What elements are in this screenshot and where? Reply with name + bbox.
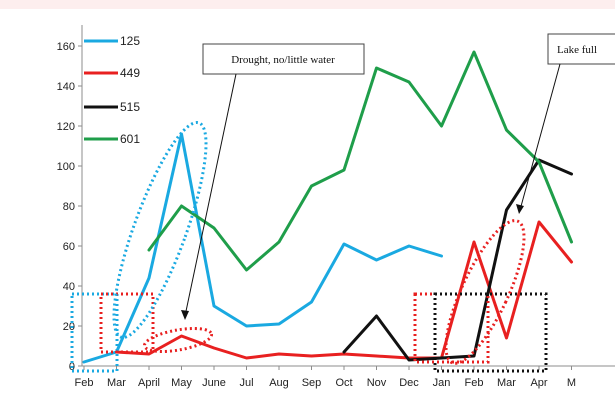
legend-label-449: 449 — [120, 66, 140, 80]
annotation-drought: Drought, no/little water — [181, 43, 365, 320]
y-tick-label: 100 — [57, 161, 75, 173]
highlight-box-red-dec — [413, 292, 490, 364]
highlight-shapes — [70, 121, 548, 373]
legend: 125 449 515 601 — [84, 34, 140, 146]
x-tick-label: Jan — [433, 377, 451, 389]
top-accent-bar — [0, 0, 615, 9]
annotation-arrow-lake-full — [519, 63, 561, 211]
x-tick-label: Oct — [335, 377, 352, 389]
legend-label-515: 515 — [120, 100, 140, 114]
series-line-601 — [147, 50, 573, 272]
series-group — [82, 50, 573, 364]
highlight-box-black-dec — [433, 292, 548, 373]
y-tick-label: 140 — [57, 81, 75, 93]
x-tick-label: Apr — [530, 377, 547, 389]
highlight-ellipse-red-may — [142, 327, 214, 353]
highlight-ellipse-blue-may — [112, 121, 208, 339]
y-tick-label: 80 — [63, 201, 75, 213]
x-tick-label: Mar — [497, 377, 516, 389]
y-tick-label: 160 — [57, 41, 75, 53]
x-tick-group: Feb Mar April May June Jul Aug Sep Oct Nov Dec Jan F… — [75, 366, 576, 389]
x-tick-label: Nov — [367, 377, 387, 389]
x-tick-label: Feb — [465, 377, 484, 389]
y-tick-label: 120 — [57, 121, 75, 133]
annotation-arrowhead-drought — [181, 310, 189, 320]
x-tick-label: Sep — [302, 377, 322, 389]
x-tick-label: M — [567, 377, 576, 389]
x-tick-label: Jul — [239, 377, 253, 389]
x-tick-label: June — [202, 377, 226, 389]
y-tick-label: 20 — [63, 321, 75, 333]
annotation-box-drought — [202, 43, 365, 75]
y-tick-label: 60 — [63, 241, 75, 253]
highlight-box-red-mar — [99, 292, 155, 354]
x-tick-label: Mar — [107, 377, 126, 389]
x-tick-label: Dec — [399, 377, 419, 389]
x-tick-label: Feb — [75, 377, 94, 389]
x-tick-label: April — [138, 377, 160, 389]
legend-label-601: 601 — [120, 132, 140, 146]
annotation-text-lake-full: Lake full — [557, 44, 597, 56]
legend-label-125: 125 — [120, 34, 140, 48]
x-tick-label: May — [171, 377, 192, 389]
highlight-box-blue-feb — [70, 292, 119, 373]
series-line-515 — [342, 158, 573, 362]
series-line-125 — [82, 132, 443, 364]
x-tick-label: Aug — [269, 377, 289, 389]
series-line-449 — [115, 220, 573, 360]
annotation-box-lake-full — [547, 33, 615, 65]
y-tick-label: 40 — [63, 281, 75, 293]
annotation-arrow-drought — [184, 73, 237, 317]
annotation-lake-full: Lake full — [516, 33, 615, 214]
annotation-text-drought: Drought, no/little water — [231, 54, 335, 66]
highlight-ellipse-red-feb — [444, 219, 526, 365]
annotation-arrowhead-lake-full — [516, 204, 524, 214]
